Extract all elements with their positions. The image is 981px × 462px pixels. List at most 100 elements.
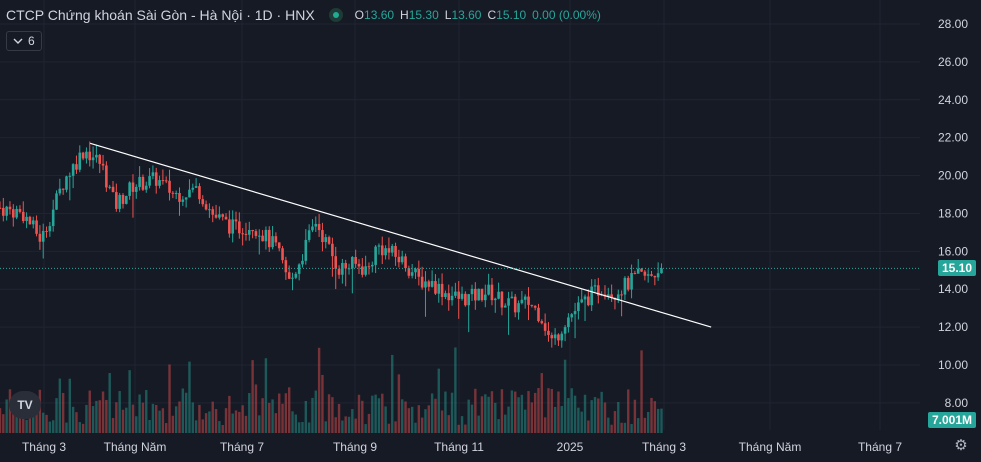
candle-body [397, 256, 401, 263]
candle-body [636, 268, 640, 274]
volume-bar [297, 422, 301, 433]
candle-body [224, 216, 228, 220]
volume-bar [261, 398, 264, 433]
candle-body [400, 256, 404, 263]
candle-body [304, 239, 308, 261]
volume-bar [218, 421, 221, 433]
candle-body [620, 294, 623, 296]
volume-bar [12, 409, 15, 433]
volume-bar [334, 417, 337, 433]
y-tick-label: 12.00 [938, 320, 968, 334]
candle-body [626, 277, 630, 290]
candle-body [5, 206, 8, 216]
candle-body [623, 277, 627, 295]
candle-body [606, 294, 610, 297]
volume-bar [517, 397, 520, 433]
candle-body [347, 268, 351, 270]
candle-body [314, 223, 318, 227]
candle-body [228, 219, 231, 234]
candle-body [660, 268, 663, 274]
candle-body [380, 245, 384, 256]
volume-bar [381, 393, 384, 433]
candle-body [361, 266, 364, 275]
volume-bar [420, 417, 424, 433]
volume-bar [244, 415, 248, 433]
candle-body [88, 151, 92, 161]
candle-body [244, 233, 248, 235]
tradingview-logo[interactable]: TV [9, 391, 41, 419]
volume-bar [271, 399, 274, 433]
candle-body [437, 283, 441, 294]
candle-body [204, 204, 208, 210]
candle-body [583, 296, 587, 300]
candle-body [191, 187, 195, 190]
candle-body [370, 264, 374, 267]
volume-bar [394, 421, 397, 433]
market-status-icon[interactable] [328, 8, 343, 22]
volume-bar [371, 395, 374, 433]
candle-body [474, 288, 477, 301]
candle-body [510, 296, 514, 299]
candle-body [487, 284, 490, 295]
gear-icon[interactable]: ⚙ [954, 437, 968, 454]
candle-body [174, 192, 178, 194]
volume-bar [347, 416, 351, 433]
candle-body [327, 237, 331, 244]
candle-body [317, 223, 321, 231]
last-price-tag: 15.10 [937, 260, 976, 276]
volume-bar [145, 390, 148, 433]
volume-bar [311, 397, 314, 433]
volume-bar [354, 418, 357, 433]
volume-bar [660, 408, 663, 433]
candle-body [267, 229, 271, 248]
x-tick-label: Tháng 7 [858, 440, 902, 454]
volume-bar [437, 368, 440, 433]
candle-body [503, 305, 507, 308]
candle-body [181, 199, 185, 202]
symbol-title[interactable]: CTCP Chứng khoán Sài Gòn - Hà Nội · 1D ·… [6, 7, 315, 23]
volume-bar [321, 374, 324, 433]
volume-bar [514, 391, 517, 433]
volume-bar [198, 404, 201, 433]
candle-body [414, 268, 417, 273]
volume-bar [324, 421, 327, 433]
volume-bar [407, 408, 411, 433]
volume-bar [238, 411, 241, 433]
volume-bar [577, 407, 580, 433]
volume-bar [105, 399, 108, 433]
candle-body [284, 260, 288, 273]
volume-bar [108, 373, 111, 433]
candle-body [51, 209, 55, 227]
candle-body [144, 185, 148, 190]
x-tick-label: Tháng Năm [739, 440, 802, 454]
indicator-toggle-button[interactable]: 6 [6, 31, 42, 51]
change-value: 0.00 (0.00%) [532, 8, 601, 22]
candle-body [527, 296, 530, 305]
candle-body [587, 296, 590, 306]
candle-body [610, 294, 613, 298]
candle-body [560, 333, 564, 341]
y-tick-label: 18.00 [938, 206, 968, 220]
volume-bar [25, 419, 28, 433]
volume-bar [490, 391, 494, 433]
candle-body [214, 214, 218, 218]
candle-body [537, 307, 540, 322]
volume-bar [377, 398, 381, 433]
candle-body [653, 275, 657, 278]
volume-bar [580, 411, 583, 433]
volume-bar [633, 399, 637, 433]
candle-body [334, 256, 338, 269]
candle-body [294, 273, 298, 278]
y-tick-label: 20.00 [938, 169, 968, 183]
volume-bar [301, 422, 304, 433]
candle-body [211, 209, 215, 215]
candle-body [520, 299, 524, 304]
volume-bar [317, 347, 321, 433]
trendline[interactable] [89, 142, 712, 328]
candle-body [533, 305, 537, 308]
volume-bar [404, 401, 407, 433]
volume-bar [98, 400, 101, 433]
volume-bar [387, 423, 391, 433]
candle-body [61, 188, 65, 190]
